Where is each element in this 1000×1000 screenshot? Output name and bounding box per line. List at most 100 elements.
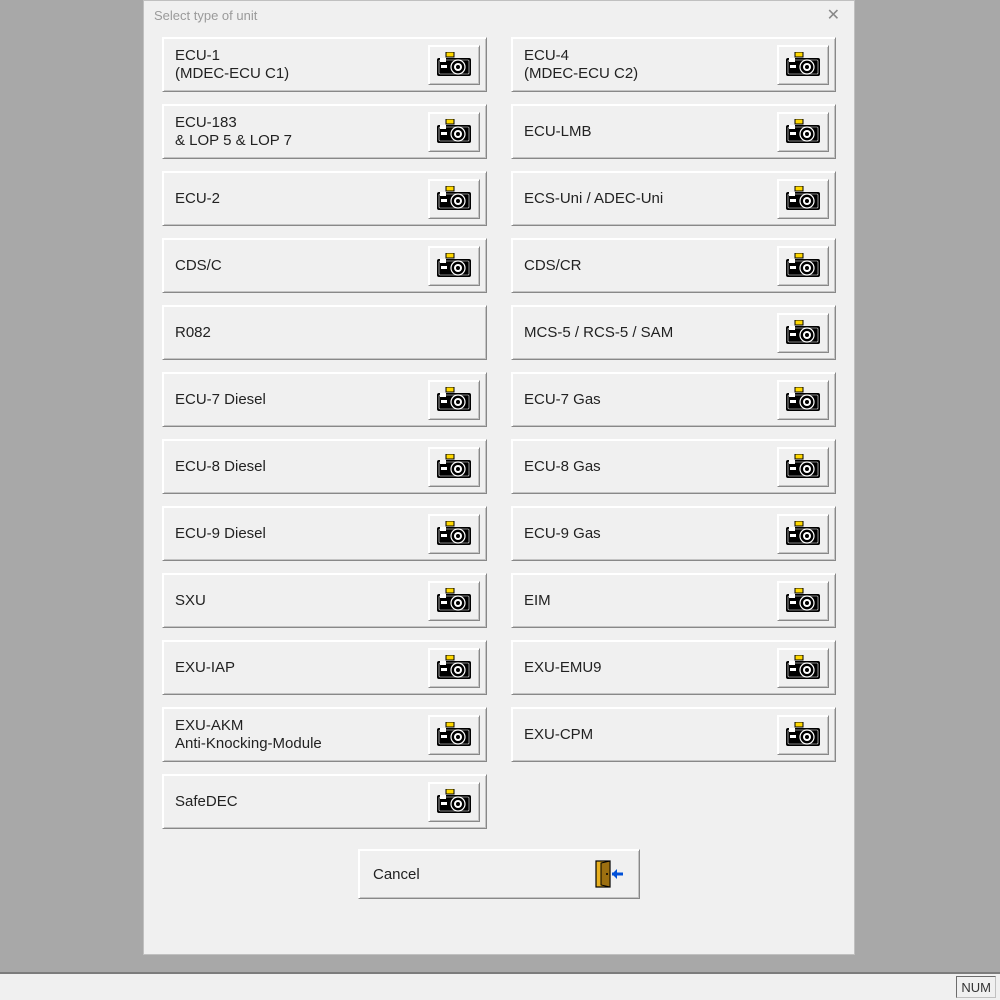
- camera-icon: [785, 253, 821, 279]
- unit-button[interactable]: ECU-1 (MDEC-ECU C1): [162, 37, 487, 92]
- unit-label: ECU-LMB: [524, 123, 592, 140]
- dialog-content: ECU-1 (MDEC-ECU C1) ECU-4 (MDEC-ECU C2) …: [144, 29, 854, 954]
- unit-button[interactable]: ECU-LMB: [511, 104, 836, 159]
- unit-label: R082: [175, 324, 211, 341]
- unit-button[interactable]: EXU-IAP: [162, 640, 487, 695]
- camera-icon: [436, 119, 472, 145]
- unit-label: ECU-4 (MDEC-ECU C2): [524, 47, 638, 82]
- unit-label: SXU: [175, 592, 206, 609]
- cancel-label: Cancel: [373, 866, 420, 883]
- camera-button[interactable]: [777, 447, 829, 487]
- camera-button[interactable]: [777, 246, 829, 286]
- camera-icon: [785, 722, 821, 748]
- exit-icon: [595, 860, 625, 888]
- camera-icon: [436, 789, 472, 815]
- unit-button[interactable]: ECU-9 Gas: [511, 506, 836, 561]
- camera-button[interactable]: [777, 581, 829, 621]
- cancel-button[interactable]: Cancel: [358, 849, 640, 899]
- camera-icon: [785, 655, 821, 681]
- unit-label: ECU-8 Diesel: [175, 458, 266, 475]
- camera-button[interactable]: [777, 380, 829, 420]
- unit-label: MCS-5 / RCS-5 / SAM: [524, 324, 673, 341]
- unit-button[interactable]: ECS-Uni / ADEC-Uni: [511, 171, 836, 226]
- camera-icon: [785, 119, 821, 145]
- unit-label: ECU-8 Gas: [524, 458, 601, 475]
- unit-label: ECU-183 & LOP 5 & LOP 7: [175, 114, 292, 149]
- unit-button[interactable]: ECU-8 Gas: [511, 439, 836, 494]
- camera-icon: [436, 253, 472, 279]
- camera-icon: [785, 454, 821, 480]
- camera-button[interactable]: [777, 313, 829, 353]
- unit-button[interactable]: ECU-9 Diesel: [162, 506, 487, 561]
- camera-icon: [436, 186, 472, 212]
- camera-button[interactable]: [428, 514, 480, 554]
- unit-button[interactable]: ECU-7 Gas: [511, 372, 836, 427]
- camera-button[interactable]: [777, 179, 829, 219]
- unit-grid: ECU-1 (MDEC-ECU C1) ECU-4 (MDEC-ECU C2) …: [162, 37, 836, 829]
- camera-icon: [436, 722, 472, 748]
- camera-icon: [785, 588, 821, 614]
- unit-button[interactable]: MCS-5 / RCS-5 / SAM: [511, 305, 836, 360]
- camera-button[interactable]: [777, 45, 829, 85]
- unit-label: CDS/C: [175, 257, 222, 274]
- dialog-title: Select type of unit: [154, 8, 257, 23]
- unit-button[interactable]: ECU-183 & LOP 5 & LOP 7: [162, 104, 487, 159]
- select-unit-dialog: Select type of unit ✕ ECU-1 (MDEC-ECU C1…: [143, 0, 855, 955]
- unit-button[interactable]: EXU-AKM Anti-Knocking-Module: [162, 707, 487, 762]
- camera-button[interactable]: [428, 380, 480, 420]
- unit-label: ECU-9 Gas: [524, 525, 601, 542]
- unit-button[interactable]: R082: [162, 305, 487, 360]
- taskbar: NUM: [0, 972, 1000, 1000]
- unit-label: EIM: [524, 592, 551, 609]
- unit-button[interactable]: CDS/C: [162, 238, 487, 293]
- unit-button[interactable]: ECU-2: [162, 171, 487, 226]
- camera-button[interactable]: [777, 715, 829, 755]
- unit-label: ECU-1 (MDEC-ECU C1): [175, 47, 289, 82]
- camera-icon: [436, 454, 472, 480]
- camera-icon: [785, 320, 821, 346]
- unit-label: ECU-7 Gas: [524, 391, 601, 408]
- titlebar: Select type of unit ✕: [144, 1, 854, 29]
- camera-button[interactable]: [428, 447, 480, 487]
- unit-button[interactable]: EXU-EMU9: [511, 640, 836, 695]
- camera-button[interactable]: [428, 45, 480, 85]
- unit-button[interactable]: SafeDEC: [162, 774, 487, 829]
- camera-button[interactable]: [428, 112, 480, 152]
- camera-icon: [785, 387, 821, 413]
- camera-button[interactable]: [428, 179, 480, 219]
- camera-button[interactable]: [777, 112, 829, 152]
- unit-label: ECU-2: [175, 190, 220, 207]
- close-button[interactable]: ✕: [821, 3, 846, 27]
- camera-icon: [785, 52, 821, 78]
- camera-icon: [785, 186, 821, 212]
- unit-button[interactable]: ECU-4 (MDEC-ECU C2): [511, 37, 836, 92]
- camera-icon: [436, 588, 472, 614]
- unit-button[interactable]: EXU-CPM: [511, 707, 836, 762]
- unit-button[interactable]: ECU-8 Diesel: [162, 439, 487, 494]
- num-indicator: NUM: [956, 976, 996, 998]
- camera-button[interactable]: [428, 648, 480, 688]
- unit-label: EXU-CPM: [524, 726, 593, 743]
- unit-button[interactable]: ECU-7 Diesel: [162, 372, 487, 427]
- camera-icon: [436, 521, 472, 547]
- unit-label: CDS/CR: [524, 257, 582, 274]
- camera-button[interactable]: [428, 246, 480, 286]
- camera-icon: [436, 387, 472, 413]
- camera-icon: [436, 655, 472, 681]
- unit-label: EXU-EMU9: [524, 659, 602, 676]
- camera-icon: [436, 52, 472, 78]
- unit-label: ECU-7 Diesel: [175, 391, 266, 408]
- camera-button[interactable]: [777, 648, 829, 688]
- unit-button[interactable]: EIM: [511, 573, 836, 628]
- camera-button[interactable]: [428, 782, 480, 822]
- unit-label: ECU-9 Diesel: [175, 525, 266, 542]
- camera-button[interactable]: [777, 514, 829, 554]
- unit-button[interactable]: CDS/CR: [511, 238, 836, 293]
- camera-button[interactable]: [428, 715, 480, 755]
- camera-icon: [785, 521, 821, 547]
- unit-button[interactable]: SXU: [162, 573, 487, 628]
- unit-label: EXU-IAP: [175, 659, 235, 676]
- unit-label: ECS-Uni / ADEC-Uni: [524, 190, 663, 207]
- cancel-row: Cancel: [162, 849, 836, 899]
- camera-button[interactable]: [428, 581, 480, 621]
